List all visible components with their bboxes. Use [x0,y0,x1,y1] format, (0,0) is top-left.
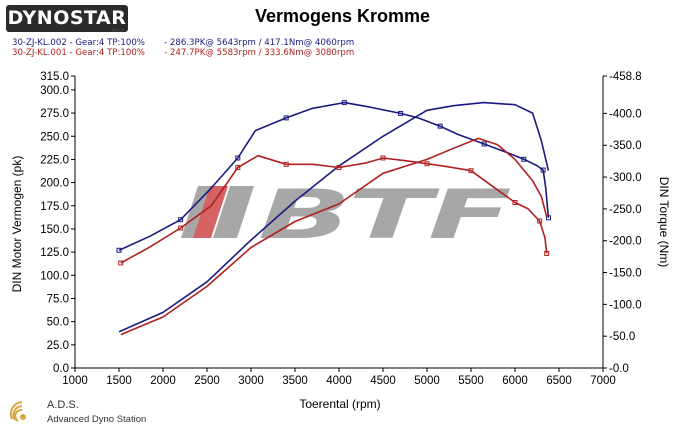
ads-subtitle: Advanced Dyno Station [47,414,147,425]
logo-subtext: ᴺᴼ ᴰᴵ [112,29,124,35]
logo-text: DYNOSTAR [7,7,127,29]
dynostar-logo: DYNOSTAR [6,5,128,32]
data-point [235,155,241,161]
data-point [540,167,546,173]
watermark-stripe [213,186,254,238]
data-point [341,100,347,106]
series-layer [116,100,551,336]
y-right-tick-label: -50.0 [609,331,635,343]
y-right-tick-label: -0.0 [609,363,629,375]
data-point [437,123,443,129]
y-left-tick-label: 75.0 [47,293,69,305]
x-axis-label: Toerental (rpm) [299,397,380,411]
data-point [178,217,184,223]
y-axis-left-label: DIN Motor Vermogen (pk) [10,156,24,293]
data-point [545,215,551,221]
data-point [544,250,550,256]
run2-summary: 30-ZJ-KL.001 - Gear:4 TP:100% - 247.7PK@… [12,48,355,58]
ads-name: A.D.S. [47,399,79,411]
data-point [468,168,474,174]
x-tick-label: 4000 [326,375,352,387]
series-line-torque-run2 [120,154,548,264]
y-left-tick-label: 125.0 [40,247,69,259]
data-point [521,156,527,162]
y-left-tick-label: 50.0 [47,317,69,329]
y-left-tick-label: 300.0 [40,85,69,97]
y-left-tick-label: 100.0 [40,270,69,282]
data-point [537,218,543,224]
y-right-tick-label: -100.0 [609,299,642,311]
x-tick-label: 2500 [194,375,220,387]
y-axis-right-label: DIN Torque (Nm) [657,177,671,267]
y-right-tick-label: -250.0 [609,204,642,216]
y-right-tick-label: -150.0 [609,268,642,280]
x-tick-label: 7000 [590,375,616,387]
y-left-tick-label: 275.0 [40,108,69,120]
chart-title: Vermogens Kromme [254,6,431,26]
run1-summary: 30-ZJ-KL.002 - Gear:4 TP:100% - 286.3PK@… [12,38,355,48]
y-left-tick-label: 225.0 [40,154,69,166]
y-right-tick-label: -458.8 [609,71,642,83]
x-tick-label: 5000 [414,375,440,387]
y-right-tick-label: -200.0 [609,236,642,248]
data-point [283,161,289,167]
ads-logo-icon [9,401,26,422]
x-tick-label: 5500 [458,375,484,387]
y-left-tick-label: 25.0 [47,340,69,352]
y-left-tick-label: 0.0 [53,363,69,375]
x-tick-label: 1000 [62,375,88,387]
x-tick-label: 4500 [370,375,396,387]
series-line-power-run2 [120,137,548,336]
data-point [178,225,184,231]
x-tick-label: 1500 [106,375,132,387]
y-right-tick-label: -300.0 [609,172,642,184]
data-point [116,247,122,253]
data-point [118,260,124,266]
data-point [380,155,386,161]
data-point [336,165,342,171]
data-point [283,115,289,121]
x-tick-label: 2000 [150,375,176,387]
y-left-tick-label: 250.0 [40,131,69,143]
y-right-tick-label: -350.0 [609,140,642,152]
y-left-tick-label: 200.0 [40,178,69,190]
data-point [424,161,430,167]
watermark-stripe [193,186,228,238]
watermark-text: BTF [258,176,511,255]
data-point [481,141,487,147]
y-left-tick-label: 175.0 [40,201,69,213]
x-tick-label: 3000 [238,375,264,387]
data-point [398,110,404,116]
data-point [235,165,241,171]
y-left-tick-label: 150.0 [40,224,69,236]
x-tick-label: 6500 [546,375,572,387]
btf-watermark: BTF [181,176,513,255]
x-tick-label: 3500 [282,375,308,387]
axes: 1000 1500 2000 2500 3000 3500 4000 4500 5000 5500… [40,71,641,387]
data-point [512,200,518,206]
series-line-torque-run1 [118,101,550,252]
series-line-power-run1 [118,101,550,333]
y-right-tick-label: -400.0 [609,108,642,120]
y-left-tick-label: 315.0 [40,71,69,83]
x-tick-label: 6000 [502,375,528,387]
